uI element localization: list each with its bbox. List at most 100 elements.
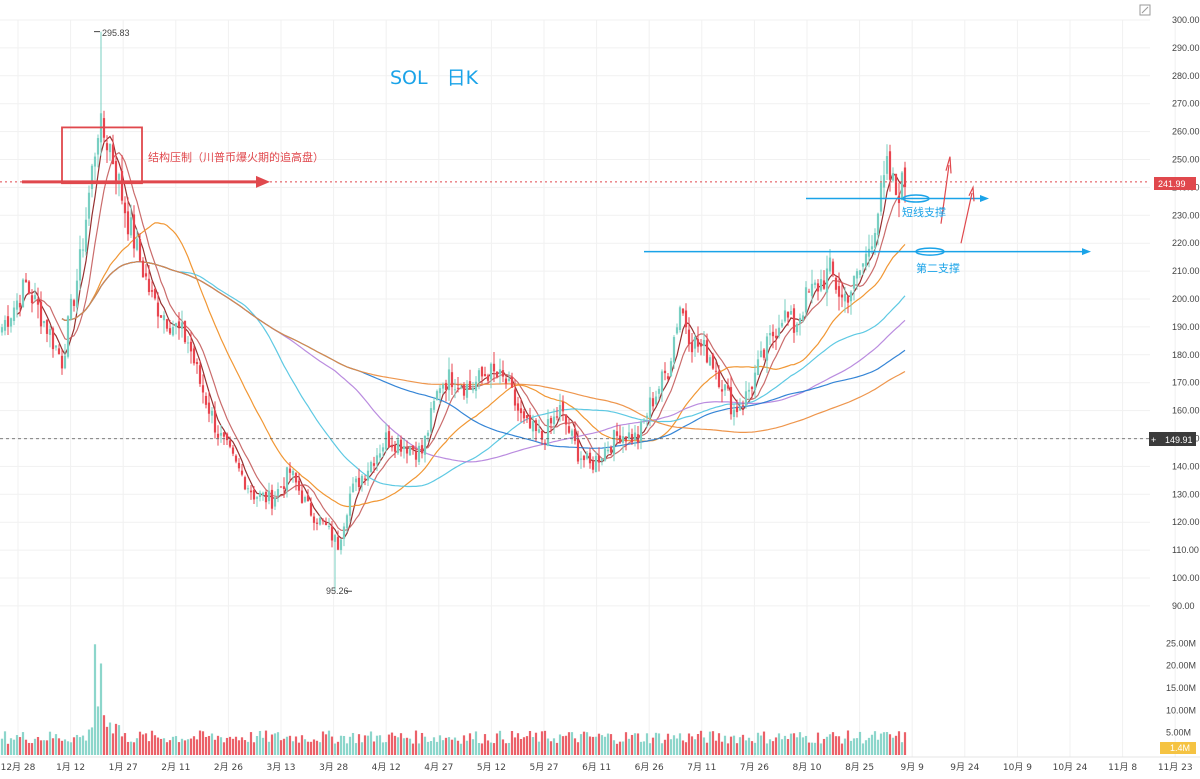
candle-body [393, 445, 397, 452]
price-tick-label: 250.00 [1172, 155, 1200, 165]
candle-body [135, 238, 139, 250]
price-tick-label: 220.00 [1172, 238, 1200, 248]
volume-bar [201, 731, 205, 755]
volume-bar [195, 739, 199, 755]
candle-body [396, 439, 400, 454]
candle-body [330, 526, 334, 541]
candle-body [405, 448, 409, 454]
moving-average-line [16, 135, 906, 539]
volume-bar [39, 740, 43, 755]
volume-bar [312, 739, 316, 755]
time-tick-label: 1月 12 [56, 762, 85, 773]
price-tick-label: 130.00 [1172, 489, 1200, 499]
volume-bar [480, 743, 484, 755]
chart-settings-icon[interactable] [1139, 4, 1151, 16]
volume-bar [540, 731, 544, 755]
candle-body [204, 395, 208, 405]
candle-body [108, 143, 112, 153]
volume-bar [651, 737, 655, 755]
candle-body [774, 335, 778, 338]
volume-bar [894, 735, 898, 755]
volume-bar [315, 740, 319, 755]
candle-body [585, 453, 589, 459]
candle-body [807, 291, 811, 293]
volume-bar [612, 740, 616, 755]
volume-bar [588, 736, 592, 755]
price-tick-label: 230.00 [1172, 210, 1200, 220]
time-tick-label: 10月 24 [1053, 762, 1088, 773]
volume-bar [525, 736, 529, 755]
volume-bar [801, 737, 805, 755]
time-tick-label: 3月 28 [319, 762, 348, 773]
volume-bar [630, 734, 634, 755]
candle-body [399, 439, 403, 452]
time-tick-label: 11月 8 [1108, 762, 1137, 773]
time-tick-label: 9月 9 [901, 762, 925, 773]
time-tick-label: 5月 12 [477, 762, 506, 773]
candle-body [843, 293, 847, 302]
volume-bar [153, 735, 157, 755]
volume-bar [888, 734, 892, 755]
time-tick-label: 8月 10 [792, 762, 821, 773]
volume-bar [522, 737, 526, 755]
candle-body [273, 497, 277, 507]
candle-body [195, 362, 199, 365]
support-1-marker [902, 194, 930, 203]
volume-bar [570, 732, 574, 755]
volume-bar [780, 739, 784, 755]
volume-bar [405, 737, 409, 755]
volume-bar [492, 743, 496, 755]
volume-bar [75, 734, 79, 755]
candle-body [726, 385, 730, 389]
price-tick-label: 210.00 [1172, 266, 1200, 276]
volume-tick-label: 5.00M [1166, 728, 1191, 738]
candle-body [558, 405, 562, 418]
candle-body [468, 381, 472, 390]
volume-bar [249, 732, 253, 755]
volume-bar [777, 733, 781, 755]
crosshair-plus-icon[interactable]: + [1151, 435, 1156, 445]
candle-body [798, 317, 802, 324]
candle-body [42, 320, 46, 324]
volume-bar [120, 736, 124, 755]
volume-bar [321, 731, 325, 755]
volume-tick-label: 15.00M [1166, 683, 1196, 693]
candle-body [873, 232, 877, 248]
volume-bar [747, 737, 751, 755]
volume-bar [900, 742, 904, 755]
candle-body [627, 432, 631, 439]
volume-bar [30, 743, 34, 755]
candle-body [0, 327, 4, 333]
candle-body [465, 384, 469, 398]
volume-bar [867, 737, 871, 755]
candle-body [57, 348, 61, 355]
candle-body [438, 388, 442, 394]
volume-bar [792, 733, 796, 755]
volume-bar [597, 733, 601, 755]
price-tick-label: 300.00 [1172, 15, 1200, 25]
candle-body [846, 296, 850, 303]
volume-bar [573, 738, 577, 755]
volume-bar [264, 730, 268, 755]
volume-bar [744, 740, 748, 755]
candle-body [687, 329, 691, 345]
candle-body [264, 491, 268, 503]
volume-bar [681, 740, 685, 755]
candle-body [828, 257, 832, 272]
volume-bar [657, 733, 661, 755]
volume-bar [204, 736, 208, 755]
candle-body [408, 447, 412, 456]
candle-body [801, 315, 805, 321]
candle-body [723, 384, 727, 391]
candle-body [777, 327, 781, 337]
candle-body [423, 435, 427, 455]
moving-average-line [61, 261, 906, 488]
volume-bar [114, 723, 118, 755]
candle-body [27, 281, 31, 294]
candle-body [153, 288, 157, 299]
candle-body [453, 389, 457, 391]
candle-body [633, 432, 637, 440]
candle-body [30, 295, 34, 304]
